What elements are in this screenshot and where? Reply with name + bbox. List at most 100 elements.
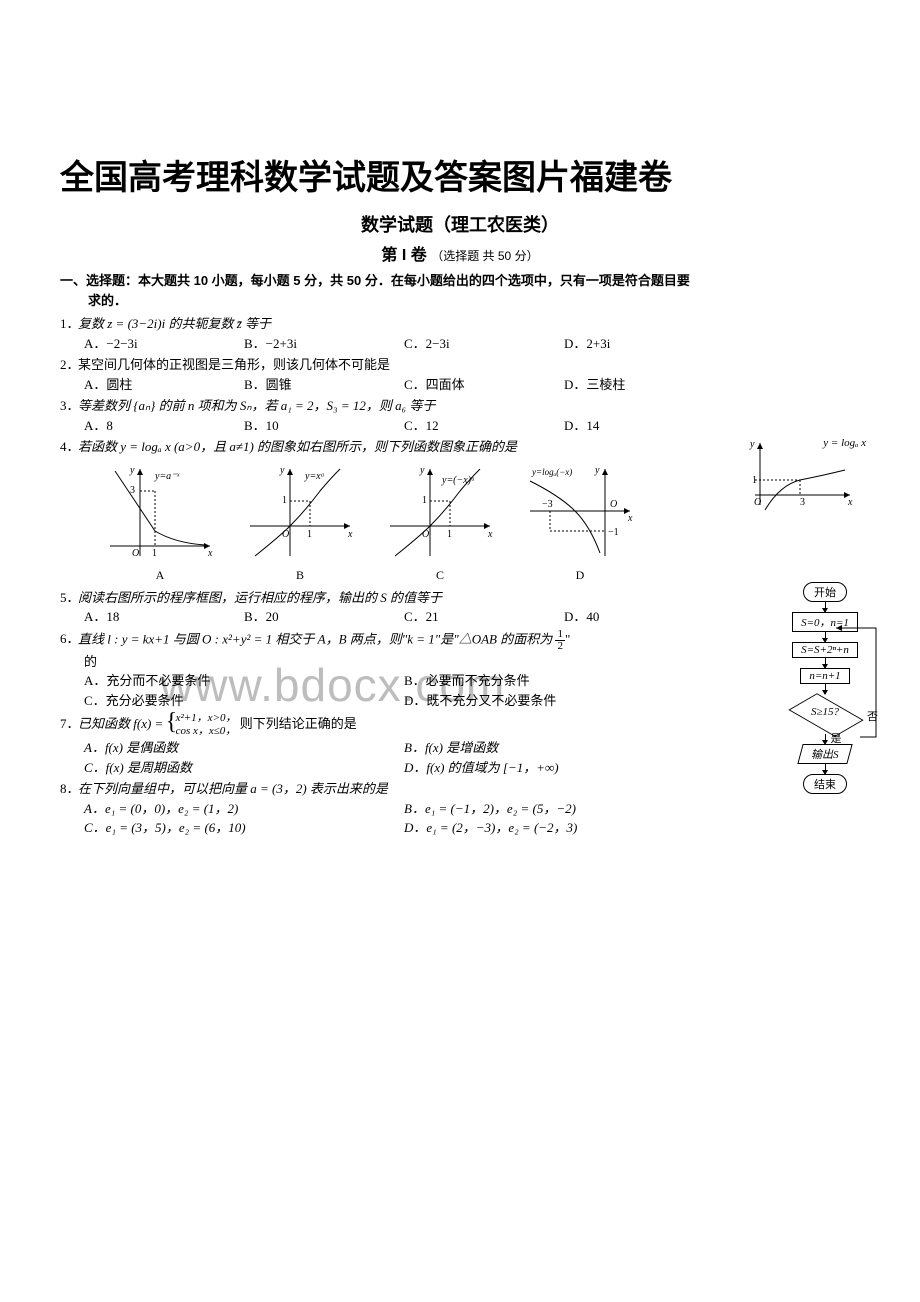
svg-text:O: O (610, 499, 617, 510)
svg-text:O: O (282, 529, 289, 540)
sub-title: 数学试题（理工农医类） (60, 211, 860, 237)
svg-text:y: y (129, 465, 135, 476)
q5-choice-a: A．18 (84, 607, 244, 627)
q3-num: 3． (60, 396, 78, 416)
q6-choice-b: B．必要而不充分条件 (404, 671, 724, 691)
svg-text:3: 3 (130, 485, 135, 496)
svg-text:x: x (627, 513, 633, 524)
svg-text:1: 1 (307, 529, 312, 540)
q7-choice-b: B．f(x) 是增函数 (404, 738, 724, 758)
instructions: 一、选择题：本大题共 10 小题，每小题 5 分，共 50 分．在每小题给出的四… (60, 271, 860, 310)
svg-text:1: 1 (752, 475, 757, 486)
q3-choice-b: B．10 (244, 416, 404, 436)
q4-graph-c: 1 1 O x y y=(−x)ᵃ C (380, 461, 500, 584)
q2-choice-c: C．四面体 (404, 375, 564, 395)
question-8: 8．在下列向量组中，可以把向量 a = (3，2) 表示出来的是 A．e₁ = … (60, 779, 860, 838)
svg-text:y=xᵃ: y=xᵃ (304, 471, 325, 482)
question-5: 5．阅读右图所示的程序框图，运行相应的程序，输出的 S 的值等于 A．18 B．… (60, 588, 860, 627)
q4-label-c: C (380, 566, 500, 584)
svg-text:1: 1 (152, 548, 157, 559)
q1-choice-b: B．−2+3i (244, 334, 404, 354)
svg-text:x: x (847, 497, 853, 508)
q1-choice-c: C．2−3i (404, 334, 564, 354)
svg-text:y: y (594, 465, 600, 476)
svg-text:1: 1 (282, 495, 287, 506)
frac-den: 2 (555, 641, 565, 652)
q8-stem: 在下列向量组中，可以把向量 a = (3，2) 表示出来的是 (78, 781, 388, 796)
q6-choice-a: A．充分而不必要条件 (84, 671, 404, 691)
q7-choice-c: C．f(x) 是周期函数 (84, 758, 404, 778)
q8-choice-a: A．e₁ = (0，0)，e₂ = (1，2) (84, 799, 404, 819)
q5-choice-c: C．21 (404, 607, 564, 627)
q7-num: 7． (60, 714, 78, 734)
q4-label-b: B (240, 566, 360, 584)
svg-text:y: y (419, 465, 425, 476)
q7-case1: x²+1，x>0， (176, 712, 237, 725)
question-3: 3．等差数列 {aₙ} 的前 n 项和为 Sₙ，若 a₁ = 2，S₃ = 12… (60, 396, 860, 435)
svg-text:y: y (749, 439, 755, 450)
q7-stem-a: 已知函数 f(x) = (78, 716, 167, 731)
svg-text:y=logₐ(−x): y=logₐ(−x) (531, 467, 572, 477)
q7-choice-a: A．f(x) 是偶函数 (84, 738, 404, 758)
q7-case2: cos x，x≤0， (176, 725, 237, 738)
q5-num: 5． (60, 588, 78, 608)
svg-text:O: O (754, 497, 761, 508)
svg-text:x: x (347, 529, 353, 540)
instructions-line1: 一、选择题：本大题共 10 小题，每小题 5 分，共 50 分．在每小题给出的四… (60, 271, 860, 291)
q2-num: 2． (60, 355, 78, 375)
main-title: 全国高考理科数学试题及答案图片福建卷 (60, 150, 860, 199)
q1-num: 1． (60, 314, 78, 334)
question-7: 7．已知函数 f(x) = x²+1，x>0， cos x，x≤0， 则下列结论… (60, 712, 860, 777)
q7-choice-d: D．f(x) 的值域为 [−1，+∞) (404, 758, 724, 778)
q4-graph-a: 3 1 O x y y=a⁻ˣ A (100, 461, 220, 584)
q7-stem-b: 则下列结论正确的是 (240, 716, 357, 731)
svg-text:O: O (422, 529, 429, 540)
section-title-text: 第 I 卷 (381, 247, 426, 264)
q8-choice-c: C．e₁ = (3，5)，e₂ = (6，10) (84, 818, 404, 838)
q4-num: 4． (60, 437, 78, 457)
svg-text:x: x (487, 529, 493, 540)
svg-text:−1: −1 (608, 527, 619, 538)
q6-stem-c: 的 (84, 652, 860, 672)
q4-graph-b: 1 1 O x y y=xᵃ B (240, 461, 360, 584)
q6-stem-b: " (565, 631, 570, 646)
q2-choice-b: B．圆锥 (244, 375, 404, 395)
q4-label-a: A (100, 566, 220, 584)
instructions-line2: 求的． (88, 291, 860, 311)
q6-stem-a: 直线 l : y = kx+1 与圆 O : x²+y² = 1 相交于 A，B… (78, 631, 552, 646)
question-4: 4．若函数 y = logₐ x (a>0，且 a≠1) 的图象如右图所示，则下… (60, 437, 860, 584)
svg-text:x: x (207, 548, 213, 559)
svg-text:−3: −3 (542, 499, 553, 510)
q6-num: 6． (60, 629, 78, 649)
q3-choice-a: A．8 (84, 416, 244, 436)
question-6: www.bdocx.com 6．直线 l : y = kx+1 与圆 O : x… (60, 629, 860, 711)
svg-text:y: y (279, 465, 285, 476)
q1-stem: 复数 z = (3−2i)i 的共轭复数 z̄ 等于 (78, 316, 271, 331)
question-1: 1．复数 z = (3−2i)i 的共轭复数 z̄ 等于 A．−2−3i B．−… (60, 314, 860, 353)
q6-choice-c: C．充分必要条件 (84, 691, 404, 711)
svg-text:y=(−x)ᵃ: y=(−x)ᵃ (441, 475, 475, 486)
q2-choice-d: D．三棱柱 (564, 375, 724, 395)
q3-stem: 等差数列 {aₙ} 的前 n 项和为 Sₙ，若 a₁ = 2，S₃ = 12，则… (78, 398, 435, 413)
q1-choice-d: D．2+3i (564, 334, 724, 354)
svg-text:O: O (132, 548, 139, 559)
svg-text:3: 3 (800, 497, 805, 508)
q4-stem: 若函数 y = logₐ x (a>0，且 a≠1) 的图象如右图所示，则下列函… (78, 439, 517, 454)
q8-choice-b: B．e₁ = (−1，2)，e₂ = (5，−2) (404, 799, 724, 819)
q4-graph-d: −3 −1 O x y y=logₐ(−x) D (520, 461, 640, 584)
svg-text:1: 1 (447, 529, 452, 540)
q2-choice-a: A．圆柱 (84, 375, 244, 395)
frac-num: 1 (555, 629, 565, 641)
q8-choice-d: D．e₁ = (2，−3)，e₂ = (−2，3) (404, 818, 724, 838)
q5-choice-b: B．20 (244, 607, 404, 627)
question-2: 2．某空间几何体的正视图是三角形，则该几何体不可能是 A．圆柱 B．圆锥 C．四… (60, 355, 860, 394)
section-title: 第 I 卷 （选择题 共 50 分） (60, 241, 860, 265)
svg-text:1: 1 (422, 495, 427, 506)
section-sub: （选择题 共 50 分） (431, 249, 538, 263)
q4-ref-label: y = logₐ x (823, 435, 866, 452)
q2-stem: 某空间几何体的正视图是三角形，则该几何体不可能是 (78, 357, 390, 372)
q3-choice-d: D．14 (564, 416, 724, 436)
q3-choice-c: C．12 (404, 416, 564, 436)
svg-text:y=a⁻ˣ: y=a⁻ˣ (154, 471, 180, 482)
q6-choice-d: D．既不充分又不必要条件 (404, 691, 724, 711)
